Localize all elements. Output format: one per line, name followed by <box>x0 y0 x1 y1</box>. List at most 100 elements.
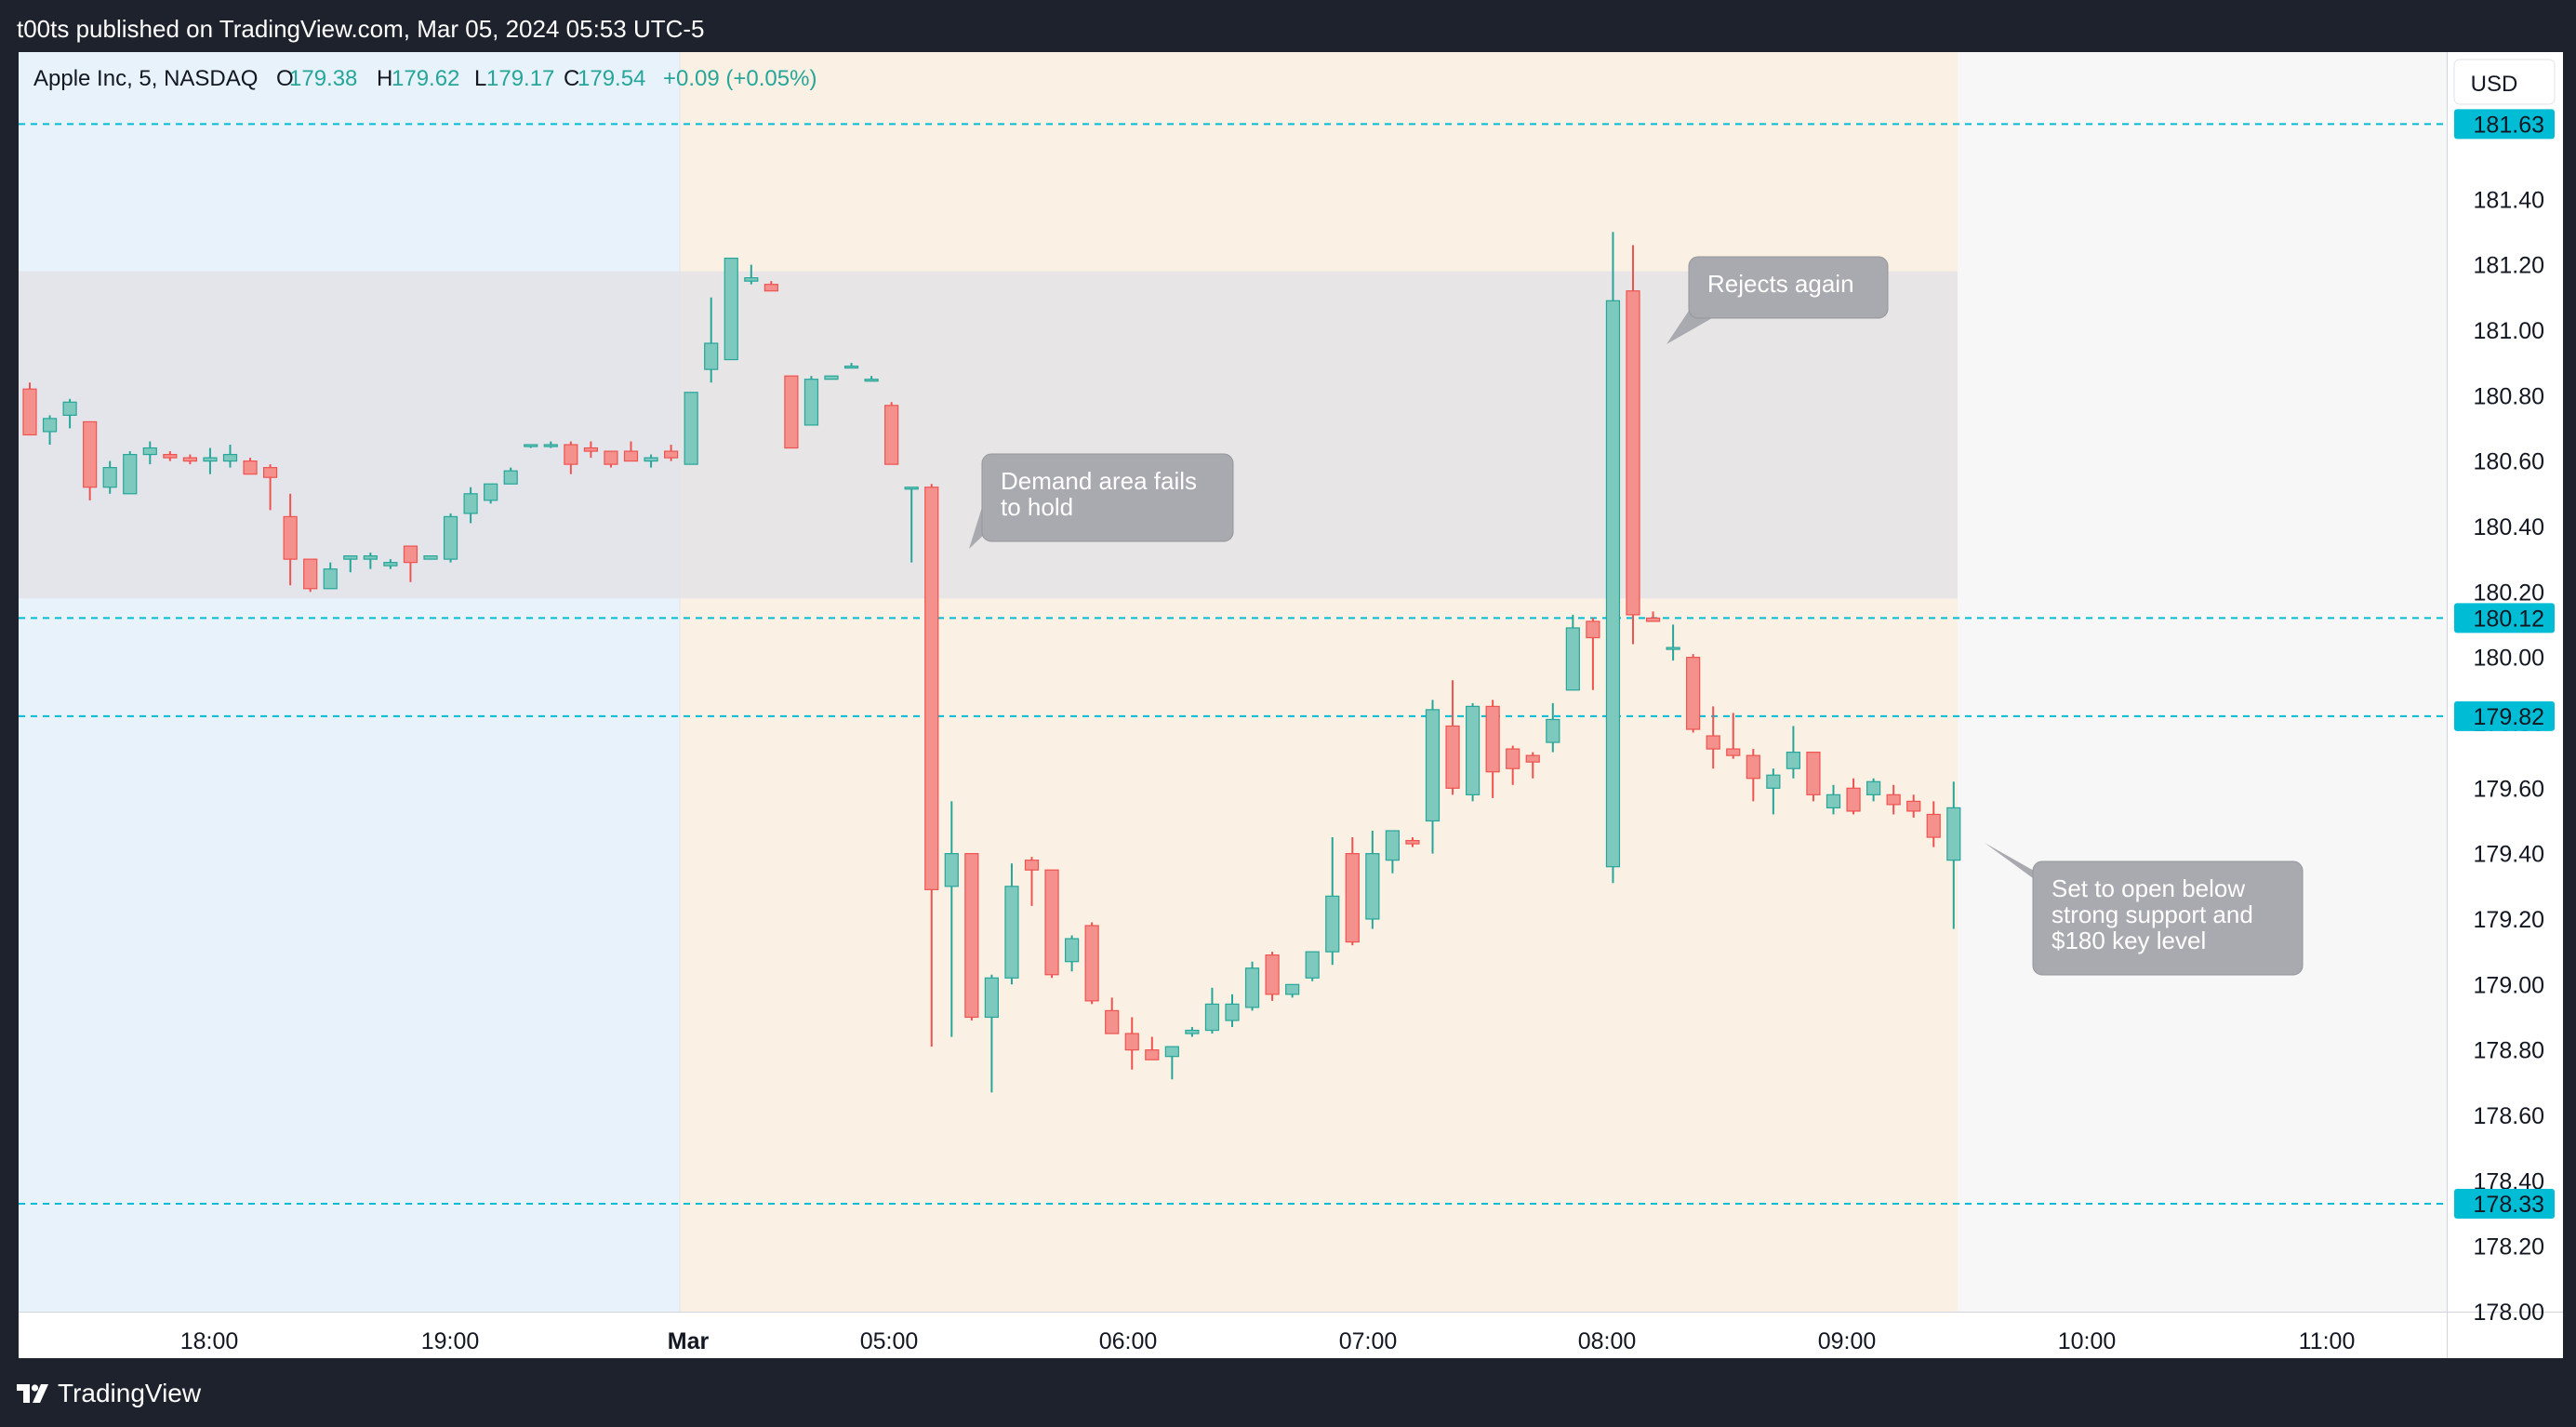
candle-body <box>163 453 178 459</box>
candle-body <box>423 554 438 560</box>
callout-box <box>1688 256 1889 319</box>
candle <box>463 487 478 524</box>
candle <box>1485 700 1500 798</box>
price-tick-label: 181.20 <box>2474 253 2544 279</box>
candle <box>1285 983 1300 998</box>
time-tick-label: 06:00 <box>1099 1328 1158 1354</box>
session-background <box>680 52 1958 1312</box>
candle-body <box>222 453 238 462</box>
candle <box>1365 831 1380 929</box>
candle <box>1565 614 1580 691</box>
candle <box>1746 749 1760 802</box>
candle-body <box>1465 705 1481 795</box>
callout-text: to hold <box>1001 493 1073 521</box>
candle-body <box>984 977 1000 1019</box>
candle-body <box>1826 794 1841 808</box>
candle <box>1204 987 1220 1034</box>
candle <box>1946 781 1961 929</box>
candle-body <box>564 444 578 465</box>
time-tick-label: 18:00 <box>180 1328 239 1354</box>
candle <box>163 451 178 461</box>
time-tick-label: 07:00 <box>1339 1328 1398 1354</box>
candle <box>1605 232 1621 884</box>
pre-session-background <box>19 52 680 1312</box>
candle <box>343 554 358 573</box>
candle-body <box>583 447 599 452</box>
candle-body <box>1225 1003 1240 1021</box>
candle <box>443 513 458 563</box>
candle-body <box>443 515 458 560</box>
candle-body <box>102 467 117 488</box>
candle <box>182 454 197 465</box>
candle-body <box>1204 1003 1220 1032</box>
legend-change: +0.09 (+0.05%) <box>663 66 817 91</box>
candle-body <box>764 284 778 292</box>
candle-body <box>1706 735 1720 750</box>
candle-body <box>1525 754 1540 763</box>
candle-body <box>1605 300 1621 868</box>
candle <box>1145 1036 1160 1060</box>
candle-body <box>1345 853 1360 943</box>
candle <box>403 545 418 582</box>
candle <box>1265 952 1280 1001</box>
candle <box>83 420 98 500</box>
candle-body <box>644 457 658 462</box>
chart-area[interactable]: Demand area fails to hold Rejects again Set… <box>19 52 2563 1358</box>
candle <box>62 398 77 429</box>
candle <box>904 487 919 563</box>
candle-body <box>904 487 919 490</box>
candle <box>884 402 899 465</box>
currency-label: USD <box>2471 72 2518 97</box>
currency-button[interactable] <box>2453 59 2556 105</box>
level-price-label-bg <box>2454 109 2555 140</box>
candle-body <box>323 568 338 590</box>
candle-body <box>263 467 278 478</box>
candle <box>222 445 238 468</box>
price-tick-label: 180.80 <box>2474 383 2544 409</box>
price-tick-label: 179.60 <box>2474 776 2544 802</box>
price-tick-label: 180.60 <box>2474 449 2544 475</box>
candle-body <box>1124 1033 1139 1051</box>
candle <box>1325 837 1340 966</box>
candle-body <box>1786 752 1801 769</box>
candle-body <box>1886 794 1901 806</box>
candle <box>1004 863 1019 985</box>
candle <box>1726 713 1741 759</box>
candle <box>1766 768 1781 815</box>
candle <box>663 445 679 461</box>
tradingview-logo[interactable]: TradingView <box>17 1377 201 1410</box>
candle-body <box>1586 620 1600 639</box>
candle <box>1465 702 1481 802</box>
candle <box>503 467 518 485</box>
candle-body <box>1485 705 1500 773</box>
candle-body <box>843 366 859 369</box>
candle-body <box>1064 938 1080 963</box>
candle <box>944 801 959 1037</box>
candle <box>1345 837 1360 946</box>
candle-body <box>343 554 358 560</box>
candle <box>1525 752 1540 779</box>
candle-body <box>803 379 819 426</box>
candle-body <box>824 375 839 380</box>
candle-body <box>1926 813 1941 838</box>
candle-body <box>1084 925 1099 1002</box>
candle-body <box>1746 754 1760 780</box>
time-tick-label: 08:00 <box>1578 1328 1637 1354</box>
candle <box>142 441 157 465</box>
candle <box>824 375 839 380</box>
time-tick-label: 09:00 <box>1818 1328 1877 1354</box>
candle-body <box>784 375 799 449</box>
candle-body <box>663 450 679 459</box>
level-price-label-bg <box>2454 1188 2555 1219</box>
candle <box>1425 700 1441 854</box>
candle-body <box>1806 752 1821 795</box>
candle-body <box>1946 807 1961 861</box>
candle-body <box>403 545 418 564</box>
candle-body <box>1766 774 1781 789</box>
candle <box>524 444 538 448</box>
candle <box>1164 1046 1179 1080</box>
candle <box>1546 702 1560 753</box>
time-tick-label: 19:00 <box>421 1328 480 1354</box>
post-session-background <box>1958 52 2447 1312</box>
